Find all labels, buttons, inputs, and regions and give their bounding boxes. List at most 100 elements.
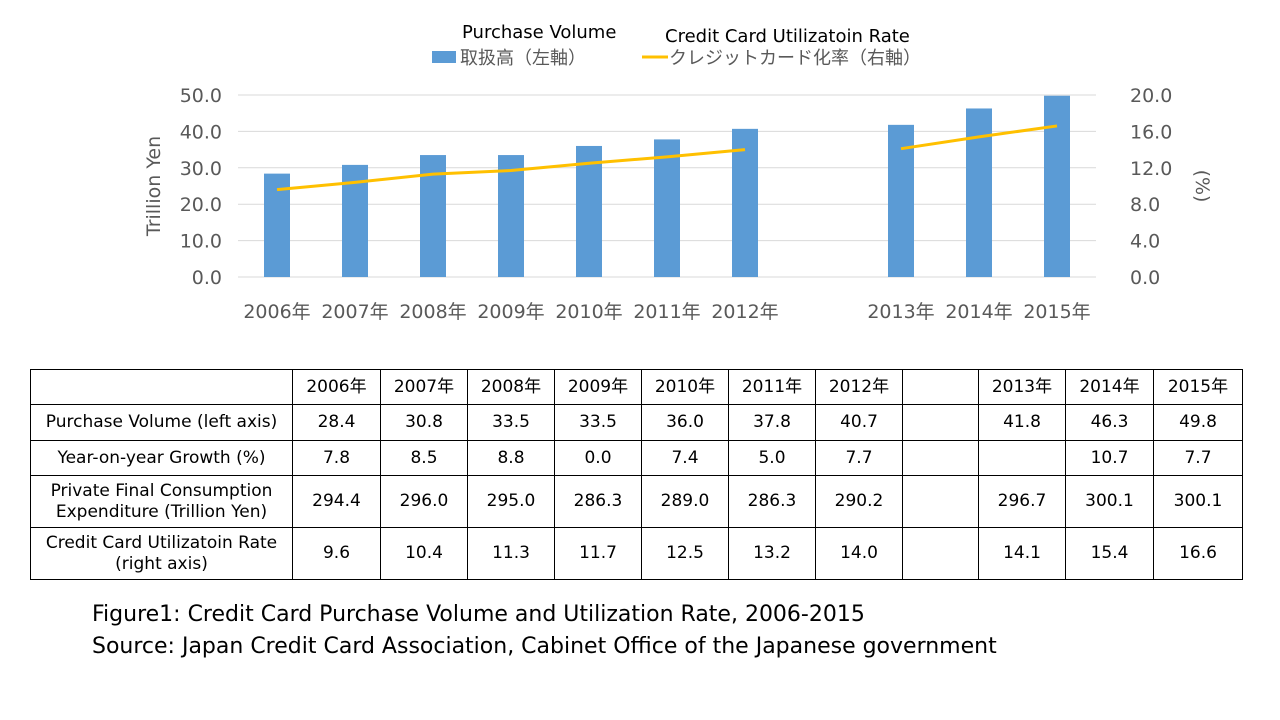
table-cell: 36.0 (641, 404, 729, 441)
table-cell: 46.3 (1065, 404, 1154, 441)
x-tick-label: 2015年 (1023, 301, 1090, 323)
y2-tick-label: 4.0 (1130, 231, 1160, 253)
legend-bar-swatch (432, 51, 456, 63)
data-table: 2006年 2007年 2008年 2009年 2010年 2011年 2012年 2013年… (30, 369, 1243, 580)
table-cell (902, 527, 979, 580)
table-cell: 7.4 (641, 440, 729, 476)
bar (1044, 95, 1070, 277)
column-header: 2014年 (1065, 369, 1154, 405)
column-header: 2010年 (641, 369, 729, 405)
bar (576, 145, 602, 277)
table-cell: 14.1 (978, 527, 1066, 580)
table-cell: 0.0 (554, 440, 642, 476)
x-tick-label: 2014年 (945, 301, 1012, 323)
table-cell: 294.4 (292, 475, 381, 528)
table-cell: 9.6 (292, 527, 381, 580)
column-header (902, 369, 979, 405)
y2-tick-label: 0.0 (1130, 267, 1160, 289)
header-corner (30, 369, 293, 405)
table-cell: 8.8 (467, 440, 555, 476)
table-cell: 40.7 (815, 404, 903, 441)
y2-tick-label: 16.0 (1130, 121, 1172, 143)
x-tick-label: 2010年 (555, 301, 622, 323)
table-cell: 286.3 (554, 475, 642, 528)
table-cell: 30.8 (380, 404, 468, 441)
row-label: Purchase Volume (left axis) (30, 404, 293, 441)
table-cell: 286.3 (728, 475, 816, 528)
legend-label-line: クレジットカード化率（右軸） (669, 48, 921, 69)
y2-axis-label: (%) (1191, 170, 1213, 203)
column-header: 2015年 (1153, 369, 1243, 405)
table-cell: 10.4 (380, 527, 468, 580)
table-cell: 12.5 (641, 527, 729, 580)
table-cell: 33.5 (554, 404, 642, 441)
table-cell: 15.4 (1065, 527, 1154, 580)
y-tick-label: 50.0 (180, 85, 222, 107)
row-label: Private Final Consumption Expenditure (T… (30, 475, 293, 528)
y-tick-label: 40.0 (180, 121, 222, 143)
table-cell: 41.8 (978, 404, 1066, 441)
table-cell: 7.7 (815, 440, 903, 476)
table-cell: 49.8 (1153, 404, 1243, 441)
table-cell: 296.7 (978, 475, 1066, 528)
y2-tick-label: 8.0 (1130, 194, 1160, 216)
bar (654, 139, 680, 277)
bar (888, 124, 914, 278)
table-cell: 37.8 (728, 404, 816, 441)
column-header: 2011年 (728, 369, 816, 405)
column-header: 2006年 (292, 369, 381, 405)
legend-title-bars: Purchase Volume (462, 22, 616, 43)
table-cell: 289.0 (641, 475, 729, 528)
bar (264, 173, 290, 277)
table-cell: 13.2 (728, 527, 816, 580)
table-cell: 11.7 (554, 527, 642, 580)
column-header: 2008年 (467, 369, 555, 405)
table-cell: 7.8 (292, 440, 381, 476)
y2-tick-label: 20.0 (1130, 85, 1172, 107)
y-tick-label: 30.0 (180, 158, 222, 180)
table-cell: 7.7 (1153, 440, 1243, 476)
bar (966, 108, 992, 277)
column-header: 2013年 (978, 369, 1066, 405)
table-row: Year-on-year Growth (%) 7.8 8.5 8.8 0.0 7.4 5.… (30, 440, 1243, 476)
table-cell: 300.1 (1065, 475, 1154, 528)
y-tick-label: 0.0 (192, 267, 222, 289)
table-cell: 295.0 (467, 475, 555, 528)
table-cell: 16.6 (1153, 527, 1243, 580)
legend-title-line: Credit Card Utilizatoin Rate (665, 26, 910, 47)
row-label: Year-on-year Growth (%) (30, 440, 293, 476)
column-header: 2009年 (554, 369, 642, 405)
x-tick-label: 2006年 (243, 301, 310, 323)
source-caption: Source: Japan Credit Card Association, C… (92, 634, 997, 659)
table-cell: 290.2 (815, 475, 903, 528)
table-cell: 296.0 (380, 475, 468, 528)
x-tick-label: 2013年 (867, 301, 934, 323)
bar (498, 155, 524, 277)
y-tick-label: 20.0 (180, 194, 222, 216)
table-cell (902, 404, 979, 441)
table-row: Credit Card Utilizatoin Rate (right axis… (30, 527, 1243, 580)
table-row: Purchase Volume (left axis) 28.4 30.8 33.5 3… (30, 404, 1243, 441)
table-cell: 10.7 (1065, 440, 1154, 476)
table-header-row: 2006年 2007年 2008年 2009年 2010年 2011年 2012年 2013年… (30, 369, 1243, 405)
x-tick-label: 2009年 (477, 301, 544, 323)
combo-chart: 0.0 10.0 20.0 30.0 40.0 50.0 0.0 4.0 8.0 12.0 16.0… (143, 22, 1213, 323)
table-cell: 300.1 (1153, 475, 1243, 528)
table-cell: 14.0 (815, 527, 903, 580)
y-axis-label: Trillion Yen (143, 136, 165, 237)
table-row: Private Final Consumption Expenditure (T… (30, 475, 1243, 528)
column-header: 2012年 (815, 369, 903, 405)
row-label: Credit Card Utilizatoin Rate (right axis… (30, 527, 293, 580)
table-cell (978, 440, 1066, 476)
table-cell: 5.0 (728, 440, 816, 476)
table-cell (902, 440, 979, 476)
y-tick-label: 10.0 (180, 231, 222, 253)
table-cell (902, 475, 979, 528)
table-cell: 8.5 (380, 440, 468, 476)
figure-caption: Figure1: Credit Card Purchase Volume and… (92, 602, 865, 627)
bar (732, 128, 758, 277)
y2-tick-label: 12.0 (1130, 158, 1172, 180)
x-tick-label: 2012年 (711, 301, 778, 323)
x-tick-label: 2007年 (321, 301, 388, 323)
table-cell: 11.3 (467, 527, 555, 580)
